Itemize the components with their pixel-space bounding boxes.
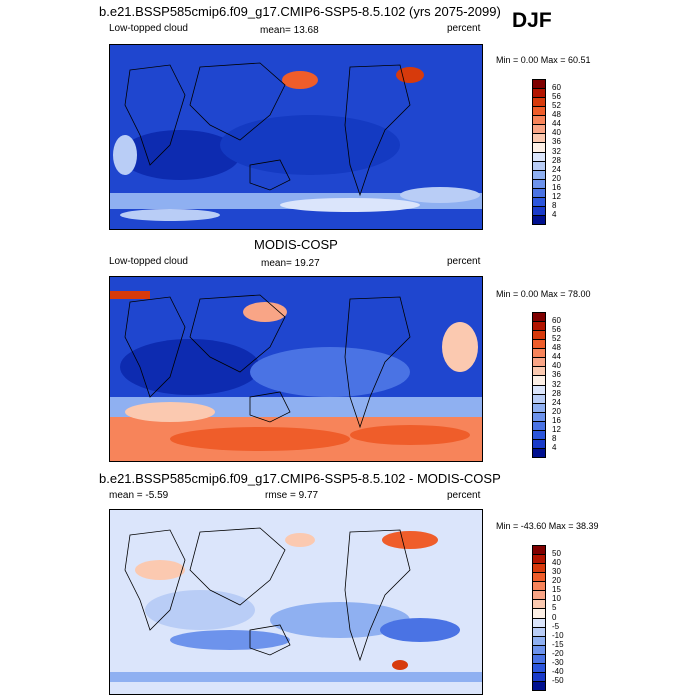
colorbar-tick-label: 20 [552, 173, 561, 183]
season-label: DJF [512, 9, 552, 32]
colorbar-tick-label: 8 [552, 200, 557, 210]
colorbar-tick-label: 16 [552, 182, 561, 192]
colorbar-tick-label: 5 [552, 603, 557, 613]
colorbar-tick-label: -15 [552, 639, 564, 649]
colorbar-tick-label: 24 [552, 397, 561, 407]
panel1-colorbar: 60 56 52 48 44 40 36 32 28 24 20 16 12 8 4 [532, 79, 561, 225]
colorbar-tick-label: 24 [552, 164, 561, 174]
colorbar-tick-label: 12 [552, 424, 561, 434]
colorbar-tick-label: 40 [552, 558, 561, 568]
colorbar-tick-label: 12 [552, 191, 561, 201]
colorbar-tick-label: 28 [552, 155, 561, 165]
panel1-mean-label: mean= 13.68 [260, 25, 319, 36]
colorbar-tick-label: 15 [552, 585, 561, 595]
colorbar-tick-label: 56 [552, 325, 561, 335]
panel3-rmse-label: rmse = 9.77 [265, 490, 319, 501]
panel3-mean-label: mean = -5.59 [109, 490, 169, 501]
colorbar-tick-label: 30 [552, 567, 561, 577]
colorbar-tick-label: 32 [552, 146, 561, 156]
panel1-field [110, 45, 482, 229]
panel1-units-label: percent [447, 23, 481, 34]
colorbar-tick-label: 20 [552, 576, 561, 586]
colorbar-tick-label: 52 [552, 334, 561, 344]
panel3-field [110, 510, 482, 694]
panel3-units-label: percent [447, 490, 481, 501]
colorbar-tick-label: 10 [552, 594, 561, 604]
colorbar-tick-label: 56 [552, 92, 561, 102]
colorbar-tick-label: 48 [552, 343, 561, 353]
panel2-minmax: Min = 0.00 Max = 78.00 [496, 289, 591, 299]
colorbar-tick-label: -20 [552, 648, 564, 658]
colorbar-tick-label: 50 [552, 549, 561, 559]
panel2-field [110, 277, 482, 461]
panel1-minmax: Min = 0.00 Max = 60.51 [496, 55, 591, 65]
colorbar-tick-label: 36 [552, 370, 561, 380]
colorbar-tick-label: -50 [552, 675, 564, 685]
panel2-map [109, 276, 483, 462]
colorbar-swatch [532, 447, 546, 458]
panel1-map [109, 44, 483, 230]
colorbar-tick-label: 40 [552, 128, 561, 138]
colorbar-tick-label: 0 [552, 612, 557, 622]
colorbar-tick-label: -10 [552, 630, 564, 640]
colorbar-tick-label: -5 [552, 621, 560, 631]
panel2-colorbar: 60 56 52 48 44 40 36 32 28 24 20 16 12 8 4 [532, 312, 561, 458]
panel3-colorbar: 50 40 30 20 15 10 5 0 -5 -10 -15 -20 -30 -40 -50 [532, 545, 564, 691]
colorbar-tick-label: 20 [552, 406, 561, 416]
colorbar-tick-label: 60 [552, 316, 561, 326]
colorbar-tick-label: 52 [552, 101, 561, 111]
colorbar-swatch [532, 680, 546, 691]
colorbar-tick-label: 44 [552, 119, 561, 129]
colorbar-tick-label: 4 [552, 209, 557, 219]
panel3-title: b.e21.BSSP585cmip6.f09_g17.CMIP6-SSP5-8.… [99, 471, 501, 486]
colorbar-tick-label: 44 [552, 352, 561, 362]
panel2-variable-label: Low-topped cloud [109, 256, 188, 267]
colorbar-tick-label: -30 [552, 657, 564, 667]
colorbar-tick-label: 28 [552, 388, 561, 398]
panel3-map [109, 509, 483, 695]
colorbar-tick-label: 16 [552, 415, 561, 425]
panel3-minmax: Min = -43.60 Max = 38.39 [496, 521, 599, 531]
colorbar-tick-label: 4 [552, 442, 557, 452]
panel2-units-label: percent [447, 256, 481, 267]
colorbar-tick-label: 48 [552, 110, 561, 120]
colorbar-tick-label: 32 [552, 379, 561, 389]
panel2-title: MODIS-COSP [254, 237, 338, 252]
colorbar-tick-label: 36 [552, 137, 561, 147]
colorbar-tick-label: 60 [552, 83, 561, 93]
panel1-variable-label: Low-topped cloud [109, 23, 188, 34]
panel2-mean-label: mean= 19.27 [261, 258, 320, 269]
colorbar-tick-label: 40 [552, 361, 561, 371]
colorbar-tick-label: -40 [552, 666, 564, 676]
colorbar-swatch [532, 214, 546, 225]
panel1-title: b.e21.BSSP585cmip6.f09_g17.CMIP6-SSP5-8.… [99, 4, 501, 19]
colorbar-tick-label: 8 [552, 433, 557, 443]
